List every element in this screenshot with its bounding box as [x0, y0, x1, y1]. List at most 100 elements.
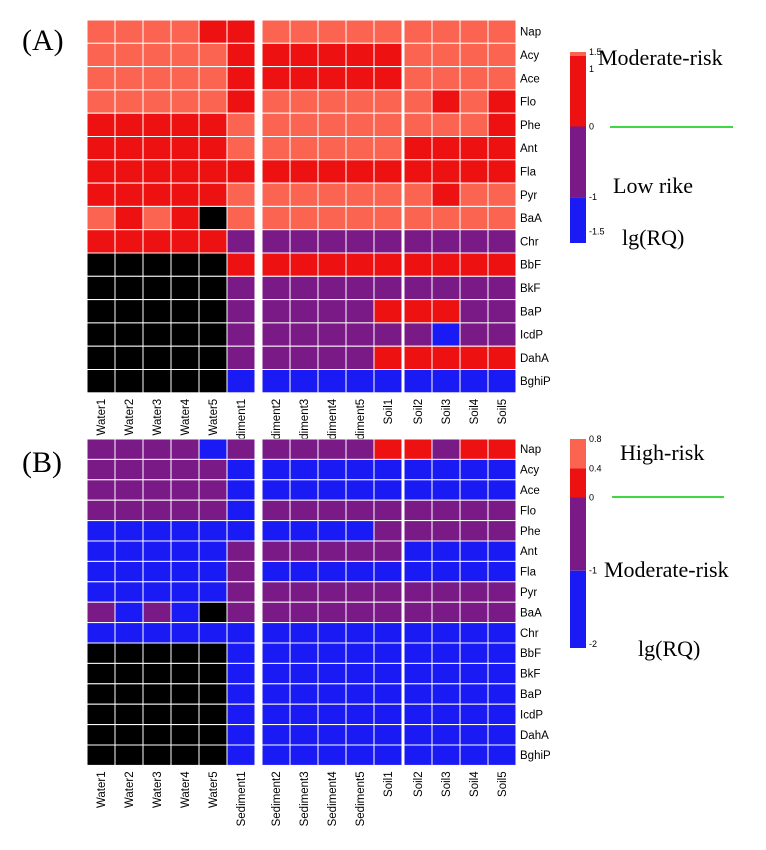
heatmap-cell: [226, 438, 256, 460]
heatmap-cell: [345, 66, 375, 91]
heatmap-cell: [114, 252, 144, 277]
heatmap-cell: [345, 19, 375, 44]
heatmap-cell: [261, 42, 291, 68]
heatmap-cell: [142, 642, 172, 664]
heatmap-cell: [373, 369, 403, 394]
heatmap-cell: [261, 112, 291, 137]
heatmap-cell: [289, 229, 319, 254]
heatmap-cell: [431, 540, 461, 562]
row-label: Fla: [520, 167, 537, 179]
heatmap-cell: [459, 683, 489, 705]
heatmap-cell: [198, 601, 228, 624]
heatmap-cell: [198, 275, 228, 301]
heatmap-cell: [198, 229, 228, 254]
heatmap-cell: [198, 89, 228, 114]
heatmap-cell: [114, 683, 144, 705]
heatmap-cell: [373, 724, 403, 746]
heatmap-cell: [261, 205, 291, 231]
heatmap-cell: [226, 581, 256, 603]
heatmap-cell: [86, 275, 116, 301]
heatmap-cell: [487, 159, 517, 184]
heatmap-cell: [373, 159, 403, 184]
colorbar-segment: [570, 468, 586, 498]
heatmap-cell: [317, 299, 347, 324]
column-label: Sediment4: [327, 771, 339, 827]
heatmap-cell: [431, 438, 461, 460]
heatmap-cell: [261, 540, 291, 562]
heatmap-cell: [487, 299, 517, 324]
heatmap-cell: [261, 136, 291, 161]
heatmap-cell: [198, 683, 228, 705]
heatmap-cell: [317, 724, 347, 746]
heatmap-cell: [170, 560, 200, 583]
heatmap-cell: [198, 42, 228, 68]
heatmap-cell: [86, 205, 116, 231]
heatmap-cell: [459, 19, 489, 44]
heatmap-cell: [198, 703, 228, 726]
heatmap-cell: [373, 662, 403, 685]
panel-b: (B) Nap Acy Ace Flo Phe Ant Fla Pyr BaA Chr BbF BkF…: [22, 434, 729, 826]
row-labels-b: Nap Acy Ace Flo Phe Ant Fla Pyr BaA Chr BbF BkF BaP I…: [520, 444, 551, 762]
heatmap-cell: [170, 345, 200, 371]
column-label: Sediment3: [299, 771, 311, 826]
heatmap-cell: [403, 66, 433, 91]
heatmap-cell: [403, 19, 433, 44]
heatmap-cell: [345, 345, 375, 371]
row-label: Pyr: [520, 587, 537, 599]
column-label: Soil5: [497, 399, 509, 425]
row-label: Ant: [520, 143, 538, 155]
heatmap-cell: [487, 683, 517, 705]
heatmap-cell: [431, 499, 461, 522]
heatmap-cell: [261, 89, 291, 114]
heatmap-cell: [431, 724, 461, 746]
heatmap-a: [86, 19, 517, 394]
heatmap-cell: [114, 42, 144, 68]
heatmap-cell: [373, 499, 403, 522]
heatmap-cell: [198, 744, 228, 766]
heatmap-cell: [86, 66, 116, 91]
row-labels-a: Nap Acy Ace Flo Phe Ant Fla Pyr BaA Chr BbF BkF BaP I…: [520, 27, 551, 389]
heatmap-cell: [114, 205, 144, 231]
heatmap-cell: [198, 369, 228, 394]
row-label: BaP: [520, 689, 542, 701]
heatmap-cell: [226, 66, 256, 91]
heatmap-cell: [86, 540, 116, 562]
heatmap-cell: [261, 275, 291, 301]
heatmap-cell: [431, 275, 461, 301]
heatmap-cell: [345, 499, 375, 522]
heatmap-cell: [431, 229, 461, 254]
heatmap-cell: [198, 479, 228, 501]
heatmap-cell: [86, 744, 116, 766]
row-label: Acy: [520, 50, 539, 62]
heatmap-cell: [86, 42, 116, 68]
heatmap-cell: [198, 159, 228, 184]
heatmap-cell: [289, 89, 319, 114]
heatmap-cell: [261, 560, 291, 583]
heatmap-cell: [487, 601, 517, 624]
heatmap-cell: [289, 683, 319, 705]
heatmap-cell: [261, 159, 291, 184]
heatmap-cell: [487, 252, 517, 277]
row-label: BaA: [520, 213, 542, 225]
heatmap-cell: [114, 724, 144, 746]
heatmap-cell: [345, 112, 375, 137]
heatmap-cell: [114, 438, 144, 460]
heatmap-cell: [487, 66, 517, 91]
heatmap-cell: [86, 642, 116, 664]
heatmap-cell: [86, 683, 116, 705]
heatmap-cell: [373, 703, 403, 726]
column-label: Soil4: [469, 771, 481, 797]
heatmap-cell: [142, 703, 172, 726]
row-label: Chr: [520, 628, 539, 640]
heatmap-cell: [459, 581, 489, 603]
heatmap-cell: [403, 42, 433, 68]
row-label: Ace: [520, 485, 540, 497]
heatmap-cell: [289, 479, 319, 501]
row-label: Ace: [520, 73, 540, 85]
heatmap-cell: [431, 560, 461, 583]
heatmap-cell: [317, 66, 347, 91]
colorbar-segment: [570, 439, 586, 469]
heatmap-cell: [431, 601, 461, 624]
heatmap-cell: [373, 322, 403, 347]
heatmap-cell: [459, 66, 489, 91]
